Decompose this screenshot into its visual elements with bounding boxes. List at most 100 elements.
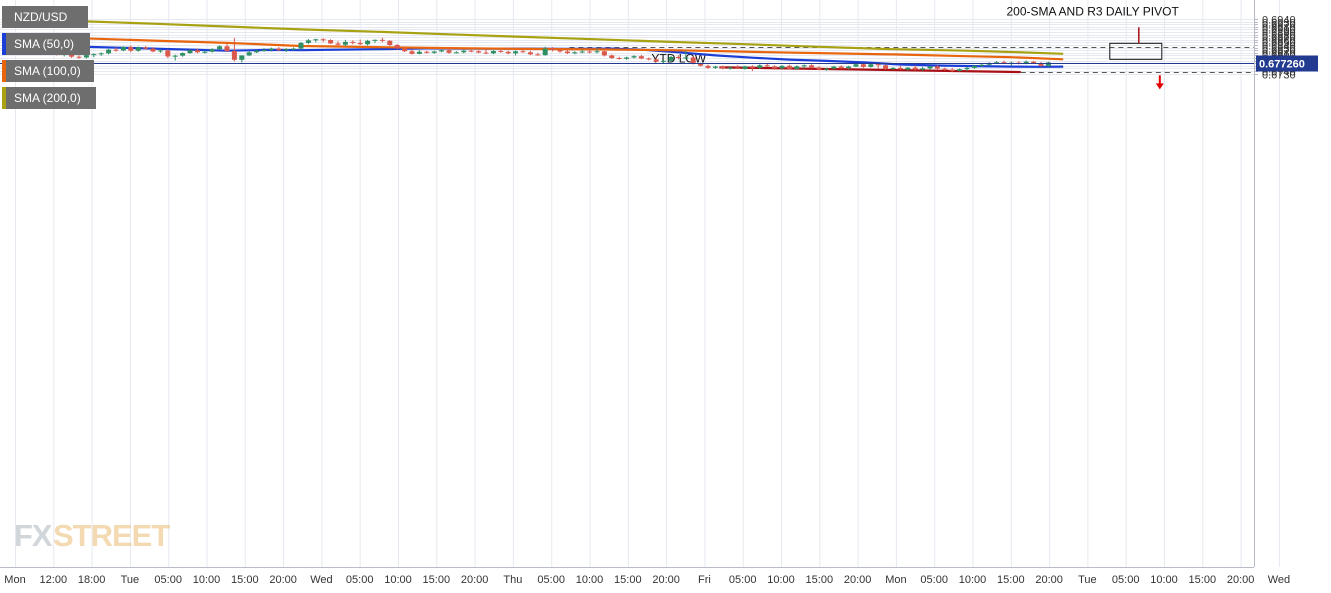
x-axis: Mon 12:00 18:00 Tue 05:00 10:00 15:00 20:00 Wed 0… bbox=[4, 574, 1290, 586]
legend-sma200[interactable]: SMA (200,0) bbox=[2, 87, 96, 109]
candle-body bbox=[601, 51, 607, 56]
candle-body bbox=[490, 50, 496, 54]
candle-body bbox=[949, 69, 955, 71]
candle-body bbox=[572, 52, 578, 54]
x-tick-label: 20:00 bbox=[652, 574, 680, 586]
candle-body bbox=[239, 55, 245, 60]
candle-body bbox=[638, 56, 644, 59]
candle-body bbox=[128, 47, 134, 51]
legend-sma50-label: SMA (50,0) bbox=[14, 37, 75, 51]
y-tick-label: 0.6730 bbox=[1262, 70, 1296, 82]
x-tick-label: 05:00 bbox=[346, 574, 374, 586]
current-price: 0.677260 bbox=[0, 55, 1318, 72]
candle-body bbox=[76, 56, 82, 58]
candle-body bbox=[283, 49, 289, 51]
candle-body bbox=[431, 51, 437, 53]
x-tick-label: 12:00 bbox=[40, 574, 68, 586]
x-tick-label: 20:00 bbox=[1227, 574, 1255, 586]
legend-pair-swatch bbox=[2, 6, 6, 28]
y-tick-label: 0.6840 bbox=[1262, 41, 1296, 53]
candle-body bbox=[224, 46, 230, 51]
candle-body bbox=[890, 67, 896, 69]
candle-body bbox=[727, 67, 733, 69]
candle-body bbox=[690, 57, 696, 64]
candle-body bbox=[194, 50, 200, 53]
legend-sma50[interactable]: SMA (50,0) bbox=[2, 33, 90, 55]
candle-body bbox=[971, 65, 977, 68]
candle-body bbox=[439, 50, 445, 52]
y-tick-label: 0.6880 bbox=[1262, 31, 1296, 43]
candle-body bbox=[498, 50, 504, 52]
candle-body bbox=[157, 50, 163, 52]
x-tick-label: 15:00 bbox=[1189, 574, 1217, 586]
legend-sma100[interactable]: SMA (100,0) bbox=[2, 60, 94, 82]
candle-body bbox=[365, 40, 371, 45]
candle-body bbox=[313, 39, 319, 41]
x-tick-label: Thu bbox=[503, 574, 522, 586]
x-tick-label: Wed bbox=[1268, 574, 1290, 586]
x-tick-label: 20:00 bbox=[844, 574, 872, 586]
candle-body bbox=[683, 57, 689, 59]
candle-body bbox=[187, 50, 193, 54]
y-tick-label: 0.6830 bbox=[1262, 44, 1296, 56]
x-tick-label: 18:00 bbox=[78, 574, 106, 586]
fxstreet-logo-street: STREET bbox=[53, 518, 170, 553]
candle-body bbox=[757, 65, 763, 68]
candle-body bbox=[298, 42, 304, 49]
x-tick-label: Fri bbox=[698, 574, 711, 586]
candle-body bbox=[853, 64, 859, 67]
candle-body bbox=[616, 58, 622, 59]
candle-body bbox=[1001, 62, 1007, 64]
legend-pair[interactable]: NZD/USD bbox=[2, 6, 88, 28]
candle-body bbox=[468, 50, 474, 52]
candle-body bbox=[912, 67, 918, 70]
candle-body bbox=[254, 50, 260, 53]
candle-body bbox=[246, 52, 252, 56]
candle-body bbox=[120, 47, 126, 51]
candle-body bbox=[712, 66, 718, 68]
legend-sma200-label: SMA (200,0) bbox=[14, 91, 81, 105]
candle-body bbox=[83, 55, 89, 58]
candle-body bbox=[98, 53, 104, 55]
x-tick-label: 15:00 bbox=[231, 574, 259, 586]
ytd-low-trendline bbox=[719, 66, 1021, 74]
candle-body bbox=[994, 62, 1000, 64]
plot-background bbox=[0, 0, 1254, 567]
x-tick-label: 20:00 bbox=[1035, 574, 1063, 586]
down-arrow-icon bbox=[1155, 83, 1164, 90]
candle-body bbox=[328, 40, 334, 44]
candle-body bbox=[476, 51, 482, 53]
candle-body bbox=[305, 40, 311, 43]
candle-body bbox=[646, 58, 652, 60]
current-price-tag bbox=[1256, 55, 1318, 72]
candle-body bbox=[372, 39, 378, 41]
candle-body bbox=[409, 51, 415, 54]
candle-body bbox=[402, 48, 408, 52]
candle-body bbox=[357, 42, 363, 45]
candle-body bbox=[698, 63, 704, 66]
candle-body bbox=[165, 50, 171, 57]
x-tick-label: 20:00 bbox=[269, 574, 297, 586]
candle-body bbox=[772, 66, 778, 69]
x-tick-label: 05:00 bbox=[537, 574, 565, 586]
candle-body bbox=[1023, 61, 1029, 64]
y-tick-label: 0.6900 bbox=[1262, 25, 1296, 37]
candle-body bbox=[535, 54, 541, 56]
y-tick-label: 0.6860 bbox=[1262, 36, 1296, 48]
candle-body bbox=[387, 40, 393, 45]
candle-body bbox=[231, 50, 237, 60]
candle-body bbox=[942, 68, 948, 70]
sma-line bbox=[4, 17, 1064, 55]
candle-body bbox=[735, 67, 741, 69]
fxstreet-logo: FX STREET bbox=[14, 518, 171, 553]
candle-body bbox=[217, 46, 223, 50]
candle-body bbox=[823, 68, 829, 70]
candle-body bbox=[276, 48, 282, 51]
x-tick-label: 10:00 bbox=[1150, 574, 1178, 586]
x-tick-label: 10:00 bbox=[384, 574, 412, 586]
x-tick-label: 05:00 bbox=[729, 574, 757, 586]
x-tick-label: 05:00 bbox=[154, 574, 182, 586]
candle-body bbox=[705, 65, 711, 68]
candle-body bbox=[809, 65, 815, 68]
